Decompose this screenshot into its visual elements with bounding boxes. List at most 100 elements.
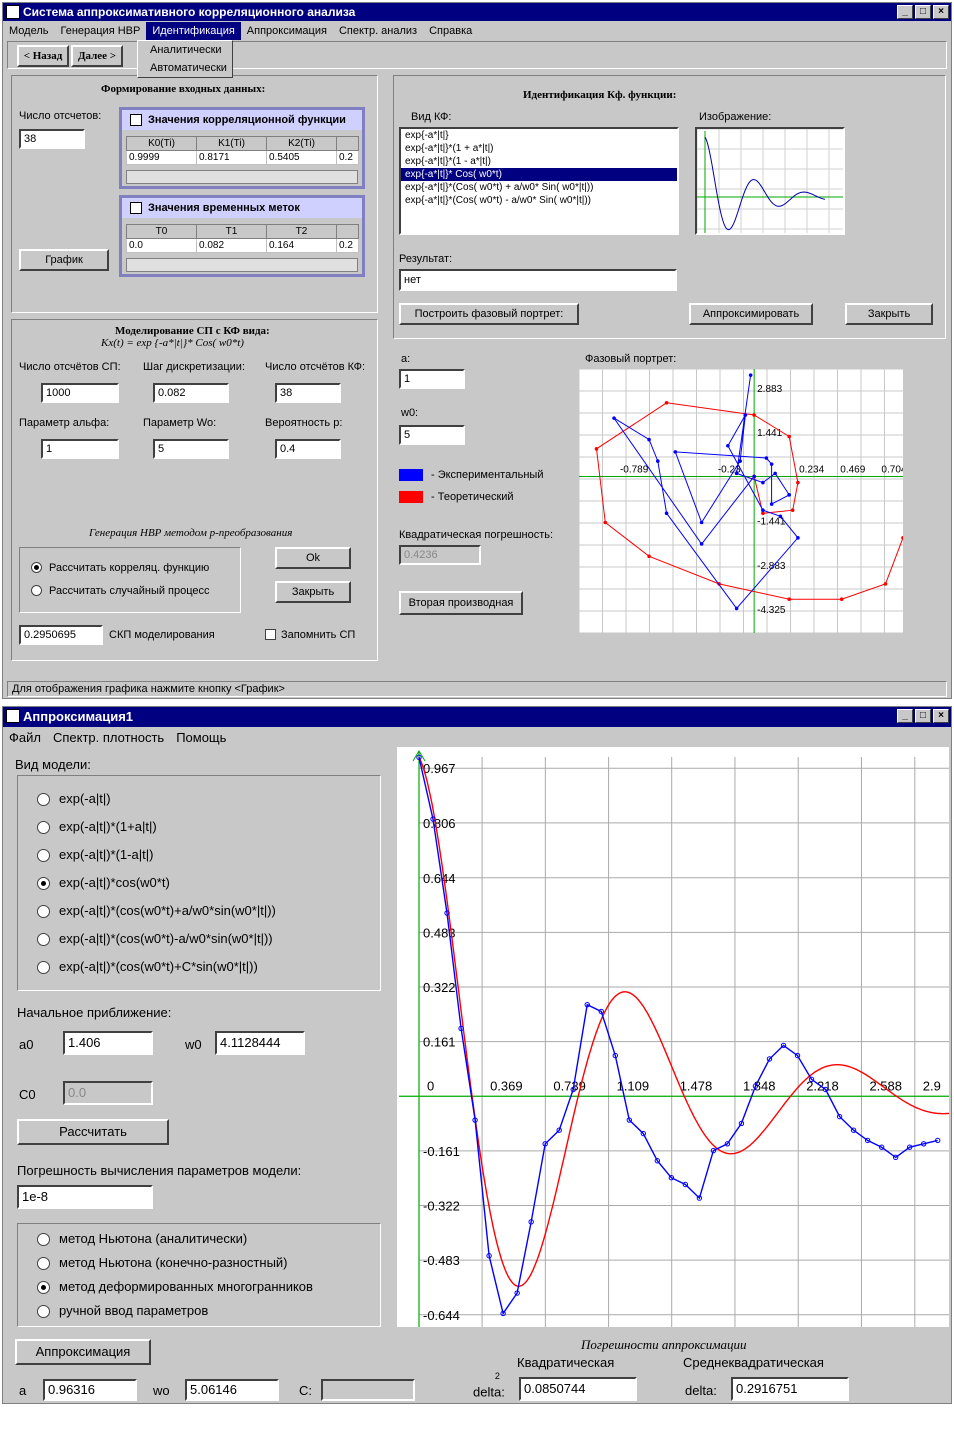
- n-input[interactable]: 1000: [41, 383, 119, 403]
- w0-input[interactable]: 4.1128444: [215, 1031, 305, 1055]
- model-radio-2[interactable]: [37, 849, 50, 862]
- time-header-0[interactable]: T0: [126, 224, 197, 239]
- second-derivative-button[interactable]: Вторая производная: [399, 591, 523, 615]
- model-radio-1[interactable]: [37, 821, 50, 834]
- minimize-icon[interactable]: _: [897, 709, 913, 723]
- step-input[interactable]: 0.082: [153, 383, 229, 403]
- x-tick-label: 1.109: [617, 1078, 650, 1093]
- model-close-button[interactable]: Закрыть: [275, 581, 351, 603]
- model-radio-label: exp(-a|t|)*(cos(w0*t)+a/w0*sin(w0*|t|)): [59, 903, 276, 918]
- corr-cell[interactable]: 0.8171: [196, 150, 267, 165]
- a-input[interactable]: 1: [399, 369, 465, 389]
- corr-cell[interactable]: 0.9999: [126, 150, 197, 165]
- corr-table-title[interactable]: Значения корреляционной функции: [122, 110, 362, 130]
- corr-cell[interactable]: 0.2: [336, 150, 359, 165]
- phase-button[interactable]: Построить фазовый портрет:: [399, 303, 579, 325]
- dropdown-auto[interactable]: Автоматически: [150, 62, 227, 74]
- remember-checkbox[interactable]: [265, 629, 276, 640]
- menu-model[interactable]: Модель: [9, 25, 49, 37]
- result-input[interactable]: нет: [399, 269, 677, 291]
- w-input[interactable]: 5: [153, 439, 229, 459]
- radio-calc-process[interactable]: [31, 585, 42, 596]
- ident-panel: [393, 75, 946, 339]
- model-radio-0[interactable]: [37, 793, 50, 806]
- back-button[interactable]: < Назад: [17, 45, 69, 67]
- method-radio-3[interactable]: [37, 1305, 50, 1318]
- w0-input[interactable]: 5: [399, 425, 465, 445]
- time-cell[interactable]: 0.082: [196, 238, 267, 253]
- next-button[interactable]: Далее >: [71, 45, 123, 67]
- approx-window-titlebar[interactable]: Аппроксимация1 _ □ ×: [3, 707, 951, 727]
- count-input[interactable]: 38: [19, 129, 85, 149]
- maximize-icon[interactable]: □: [915, 5, 931, 19]
- maximize-icon[interactable]: □: [915, 709, 931, 723]
- menu-spectr[interactable]: Спектр. анализ: [338, 25, 418, 37]
- model-radio-6[interactable]: [37, 961, 50, 974]
- menu-generation[interactable]: Генерация НВР: [60, 25, 141, 37]
- kf-list-item[interactable]: exp{-a*|t|}: [405, 130, 449, 141]
- param-error-input[interactable]: 1e-8: [17, 1185, 153, 1209]
- approximation-button[interactable]: Аппроксимация: [15, 1339, 151, 1365]
- kf-list-item[interactable]: exp{-a*|t|}*(Cos( w0*t) + a/w0* Sin( w0*…: [405, 182, 594, 193]
- menu-help[interactable]: Помощь: [176, 730, 227, 745]
- radio-calc-process-label: Рассчитать случайный процесс: [49, 585, 210, 597]
- graph-button[interactable]: График: [19, 249, 109, 271]
- time-hscrollbar[interactable]: [126, 258, 358, 272]
- dropdown-analytic[interactable]: Аналитически: [150, 44, 222, 56]
- time-header-2[interactable]: T2: [266, 224, 337, 239]
- close-icon[interactable]: ×: [933, 5, 949, 19]
- menu-help[interactable]: Справка: [429, 25, 473, 37]
- calculate-button[interactable]: Рассчитать: [17, 1119, 169, 1145]
- time-header-1[interactable]: T1: [196, 224, 267, 239]
- time-cell[interactable]: 0.0: [126, 238, 197, 253]
- minimize-icon[interactable]: _: [897, 5, 913, 19]
- corr-header-0[interactable]: K0(Ti): [126, 136, 197, 151]
- kf-input[interactable]: 38: [275, 383, 341, 403]
- time-table-title[interactable]: Значения временных меток: [122, 198, 362, 218]
- model-radio-3[interactable]: [37, 877, 50, 890]
- corr-header-2[interactable]: K2(Ti): [266, 136, 337, 151]
- ok-button[interactable]: Ok: [275, 547, 351, 569]
- experimental-point: [458, 1025, 464, 1032]
- kf-list-item[interactable]: exp{-a*|t|}*(Cos( w0*t) - a/w0* Sin( w0*…: [405, 195, 592, 206]
- phase-portrait-chart: -0.789-0.230.2340.4690.7040.2.8831.441-1…: [578, 368, 915, 634]
- result-a-input[interactable]: 0.96316: [43, 1379, 137, 1401]
- corr-cell[interactable]: 0.5405: [266, 150, 337, 165]
- menu-identification[interactable]: Идентификация: [146, 22, 241, 40]
- main-window-titlebar[interactable]: Система аппроксимативного корреляционног…: [3, 3, 951, 21]
- model-radio-5[interactable]: [37, 933, 50, 946]
- kf-type-list[interactable]: exp{-a*|t|} exp{-a*|t|}*(1 + a*|t|) exp{…: [399, 127, 679, 235]
- ident-close-button[interactable]: Закрыть: [845, 303, 933, 325]
- result-wo-input[interactable]: 5.06146: [185, 1379, 279, 1401]
- kf-list-item[interactable]: exp{-a*|t|}*(1 - a*|t|): [405, 156, 491, 167]
- corr-header-3[interactable]: [336, 136, 359, 151]
- method-radio-0[interactable]: [37, 1233, 50, 1246]
- a0-input[interactable]: 1.406: [63, 1031, 153, 1055]
- model-radio-label: exp(-a|t|)*cos(w0*t): [59, 875, 170, 890]
- time-cell[interactable]: 0.2: [336, 238, 359, 253]
- time-cell[interactable]: 0.164: [266, 238, 337, 253]
- close-icon[interactable]: ×: [933, 709, 949, 723]
- method-radio-1[interactable]: [37, 1257, 50, 1270]
- kf-list-item[interactable]: exp{-a*|t|}*(1 + a*|t|): [405, 143, 494, 154]
- p-input[interactable]: 0.4: [275, 439, 341, 459]
- radio-calc-corr[interactable]: [31, 562, 42, 573]
- corr-header-1[interactable]: K1(Ti): [196, 136, 267, 151]
- delta-input[interactable]: 0.2916751: [731, 1377, 849, 1401]
- method-radio-label: метод деформированных многогранников: [59, 1279, 313, 1294]
- time-header-3[interactable]: [336, 224, 359, 239]
- method-radio-2[interactable]: [37, 1281, 50, 1294]
- result-a-label: a: [19, 1383, 27, 1398]
- menu-spectral-density[interactable]: Спектр. плотность: [52, 730, 165, 745]
- model-radio-4[interactable]: [37, 905, 50, 918]
- alpha-input[interactable]: 1: [41, 439, 119, 459]
- kf-list-item-selected[interactable]: exp{-a*|t|}* Cos( w0*t): [401, 168, 677, 181]
- menu-approximation[interactable]: Аппроксимация: [246, 25, 327, 37]
- skp-input[interactable]: 0.2950695: [19, 625, 103, 645]
- phase-experimental-point: [612, 416, 616, 420]
- menu-file[interactable]: Файл: [9, 730, 41, 745]
- delta2-input[interactable]: 0.0850744: [519, 1377, 637, 1401]
- phase-y-tick-label: -2.883: [757, 561, 786, 572]
- corr-hscrollbar[interactable]: [126, 170, 358, 184]
- approximate-button[interactable]: Аппроксимировать: [689, 303, 813, 325]
